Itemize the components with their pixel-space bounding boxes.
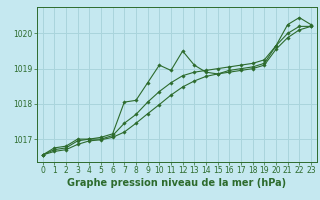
X-axis label: Graphe pression niveau de la mer (hPa): Graphe pression niveau de la mer (hPa)	[67, 178, 286, 188]
